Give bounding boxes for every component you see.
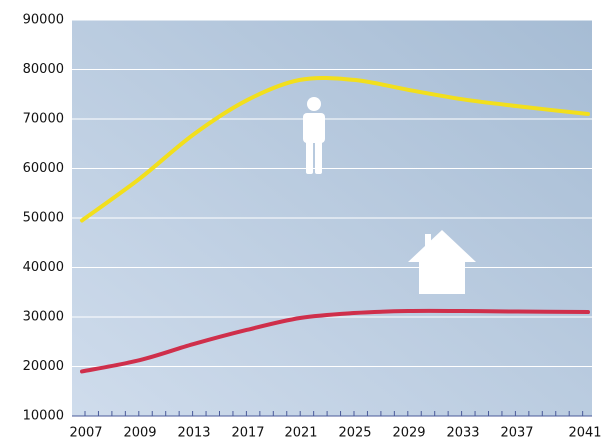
x-tick-label: 2025 xyxy=(338,426,371,441)
person-icon xyxy=(303,97,325,174)
x-tick-label: 2017 xyxy=(231,426,264,441)
x-tick-label: 2033 xyxy=(446,426,479,441)
x-tick-label: 2041 xyxy=(568,426,601,441)
house-icon xyxy=(408,230,476,294)
y-tick-label: 80000 xyxy=(23,62,64,77)
y-tick-label: 10000 xyxy=(23,409,64,424)
y-tick-label: 40000 xyxy=(23,260,64,275)
x-tick-label: 2029 xyxy=(392,426,425,441)
y-tick-label: 90000 xyxy=(23,13,64,28)
y-tick-label: 30000 xyxy=(23,310,64,325)
y-tick-label: 70000 xyxy=(23,112,64,127)
series-line xyxy=(80,75,590,223)
x-tick-label: 2013 xyxy=(177,426,210,441)
x-tick-label: 2007 xyxy=(69,426,102,441)
series-line xyxy=(80,308,590,374)
x-tick-label: 2021 xyxy=(284,426,317,441)
y-tick-label: 60000 xyxy=(23,161,64,176)
y-tick-label: 50000 xyxy=(23,211,64,226)
x-minor-ticks xyxy=(84,411,584,416)
x-tick-label: 2009 xyxy=(123,426,156,441)
x-tick-label: 2037 xyxy=(500,426,533,441)
y-tick-label: 20000 xyxy=(23,359,64,374)
